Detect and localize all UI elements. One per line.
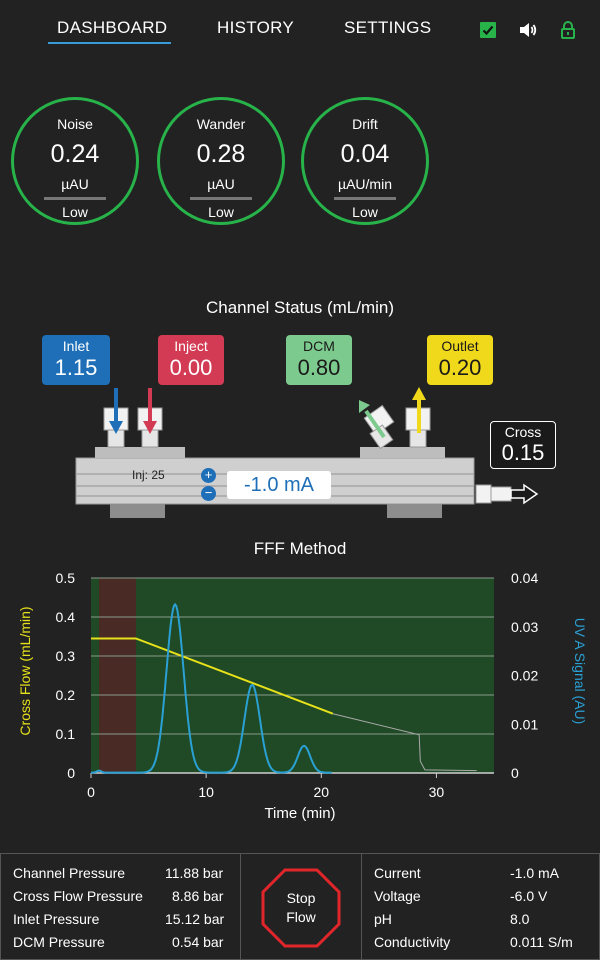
y-tick-label: 0.2 — [56, 687, 76, 703]
lock-icon[interactable] — [558, 20, 578, 40]
check-icon[interactable] — [478, 20, 498, 40]
gauge-level: Low — [208, 204, 234, 220]
x-tick-label: 20 — [313, 784, 329, 800]
inject-label: Inject — [174, 338, 208, 354]
injection-volume-label: Inj: 25 — [132, 468, 165, 482]
y2-tick-label: 0.03 — [511, 619, 538, 635]
y-tick-label: 0 — [67, 765, 75, 781]
fff-method-chart: 0 0.1 0.2 0.3 0.4 0.5 0 0.01 0.02 0.03 0.04 0 10 20 30 — [56, 570, 539, 800]
pressure-panel: Channel Pressure 11.88 bar Cross Flow Pr… — [0, 853, 241, 960]
inlet-arrow-icon — [109, 388, 123, 434]
gauge-wander: Wander 0.28 µAU Low — [157, 97, 285, 225]
current-label: Current — [374, 865, 421, 881]
inlet-pressure-label: Inlet Pressure — [13, 911, 100, 927]
gauge-unit: µAU/min — [338, 176, 392, 192]
uv-signal-series — [91, 602, 332, 774]
gauge-divider — [190, 197, 252, 200]
gauge-divider — [44, 197, 106, 200]
gauge-label: Drift — [352, 116, 378, 132]
inlet-pressure-value: 15.12 bar — [165, 911, 225, 927]
cross-flow-box[interactable]: Cross 0.15 — [490, 421, 556, 469]
inject-flow-box[interactable]: Inject 0.00 — [158, 335, 224, 385]
chart-title: FFF Method — [253, 539, 347, 558]
tab-dashboard[interactable]: DASHBOARD — [57, 18, 168, 37]
cross-flow-projected-series — [332, 713, 477, 772]
stop-label-line1: Stop — [286, 890, 316, 906]
y-tick-label: 0.1 — [56, 726, 76, 742]
ph-value: 8.0 — [510, 911, 530, 927]
voltage-value: -6.0 V — [510, 888, 548, 904]
y-tick-label: 0.3 — [56, 648, 76, 664]
voltage-label: Voltage — [374, 888, 421, 904]
x-tick-label: 30 — [429, 784, 445, 800]
inlet-flow-box[interactable]: Inlet 1.15 — [42, 335, 110, 385]
y-tick-label: 0.4 — [56, 609, 76, 625]
stop-flow-button[interactable] — [261, 868, 341, 948]
cross-flow-pressure-label: Cross Flow Pressure — [13, 888, 143, 904]
gauge-value: 0.04 — [340, 140, 390, 168]
chart-y2label: UV A Signal (AU) — [572, 617, 588, 725]
chart-xlabel: Time (min) — [264, 805, 336, 822]
stop-panel: Stop Flow — [240, 853, 362, 960]
inject-value: 0.00 — [169, 355, 213, 380]
cross-outlet-arrow-icon — [475, 483, 539, 505]
gauge-unit: µAU — [207, 176, 235, 192]
y-tick-label: 0.5 — [56, 570, 76, 586]
x-tick-label: 0 — [87, 784, 95, 800]
active-tab-indicator — [48, 42, 171, 44]
x-tick-label: 10 — [198, 784, 214, 800]
gauge-divider — [334, 197, 396, 200]
speaker-icon[interactable] — [518, 20, 538, 40]
channel-status-title: Channel Status (mL/min) — [205, 298, 395, 317]
cross-label: Cross — [504, 424, 542, 440]
gauge-label: Wander — [196, 116, 246, 132]
conductivity-label: Conductivity — [374, 934, 451, 950]
stop-flow-label: Stop Flow — [241, 889, 361, 927]
y2-tick-label: 0.04 — [511, 570, 538, 586]
current-minus-button[interactable]: − — [201, 486, 216, 501]
inlet-value: 1.15 — [54, 355, 98, 380]
stop-label-line2: Flow — [286, 909, 316, 925]
tab-settings[interactable]: SETTINGS — [344, 18, 432, 37]
cross-flow-pressure-value: 8.86 bar — [172, 888, 224, 904]
gauge-drift: Drift 0.04 µAU/min Low — [301, 97, 429, 225]
dcm-pressure-label: DCM Pressure — [13, 934, 105, 950]
gauge-value: 0.28 — [196, 140, 246, 168]
chart-ylabel: Cross Flow (mL/min) — [17, 606, 33, 736]
current-value: -1.0 mA — [510, 865, 560, 881]
dcm-arrow-icon — [359, 400, 386, 439]
outlet-flow-box[interactable]: Outlet 0.20 — [427, 335, 493, 385]
gauge-level: Low — [352, 204, 378, 220]
channel-pressure-label: Channel Pressure — [13, 865, 126, 881]
plot-area — [91, 578, 494, 773]
electrical-panel: Current -1.0 mA Voltage -6.0 V pH 8.0 Co… — [361, 853, 600, 960]
channel-pressure-value: 11.88 bar — [165, 865, 224, 881]
current-plus-button[interactable]: + — [201, 468, 216, 483]
conductivity-value: 0.011 S/m — [510, 934, 573, 950]
gauge-value: 0.24 — [50, 140, 100, 168]
tab-history[interactable]: HISTORY — [217, 18, 295, 37]
gauge-noise: Noise 0.24 µAU Low — [11, 97, 139, 225]
inject-arrow-icon — [143, 388, 157, 434]
gauge-unit: µAU — [61, 176, 89, 192]
gauge-label: Noise — [57, 116, 93, 132]
y2-tick-label: 0.01 — [511, 716, 538, 732]
outlet-arrow-icon — [412, 387, 426, 433]
y2-tick-label: 0.02 — [511, 668, 538, 684]
y2-tick-label: 0 — [511, 765, 519, 781]
cross-value: 0.15 — [501, 440, 545, 465]
channel-diagram — [75, 387, 539, 518]
dcm-flow-box[interactable]: DCM 0.80 — [286, 335, 352, 385]
current-display: -1.0 mA — [227, 471, 331, 499]
injection-window — [99, 578, 136, 773]
dcm-pressure-value: 0.54 bar — [172, 934, 224, 950]
gauge-level: Low — [62, 204, 88, 220]
inlet-label: Inlet — [62, 338, 90, 354]
dcm-label: DCM — [303, 338, 335, 354]
dcm-value: 0.80 — [297, 355, 341, 380]
ph-label: pH — [374, 911, 392, 927]
cross-flow-series — [91, 637, 334, 715]
outlet-label: Outlet — [441, 338, 479, 354]
outlet-value: 0.20 — [438, 355, 482, 380]
